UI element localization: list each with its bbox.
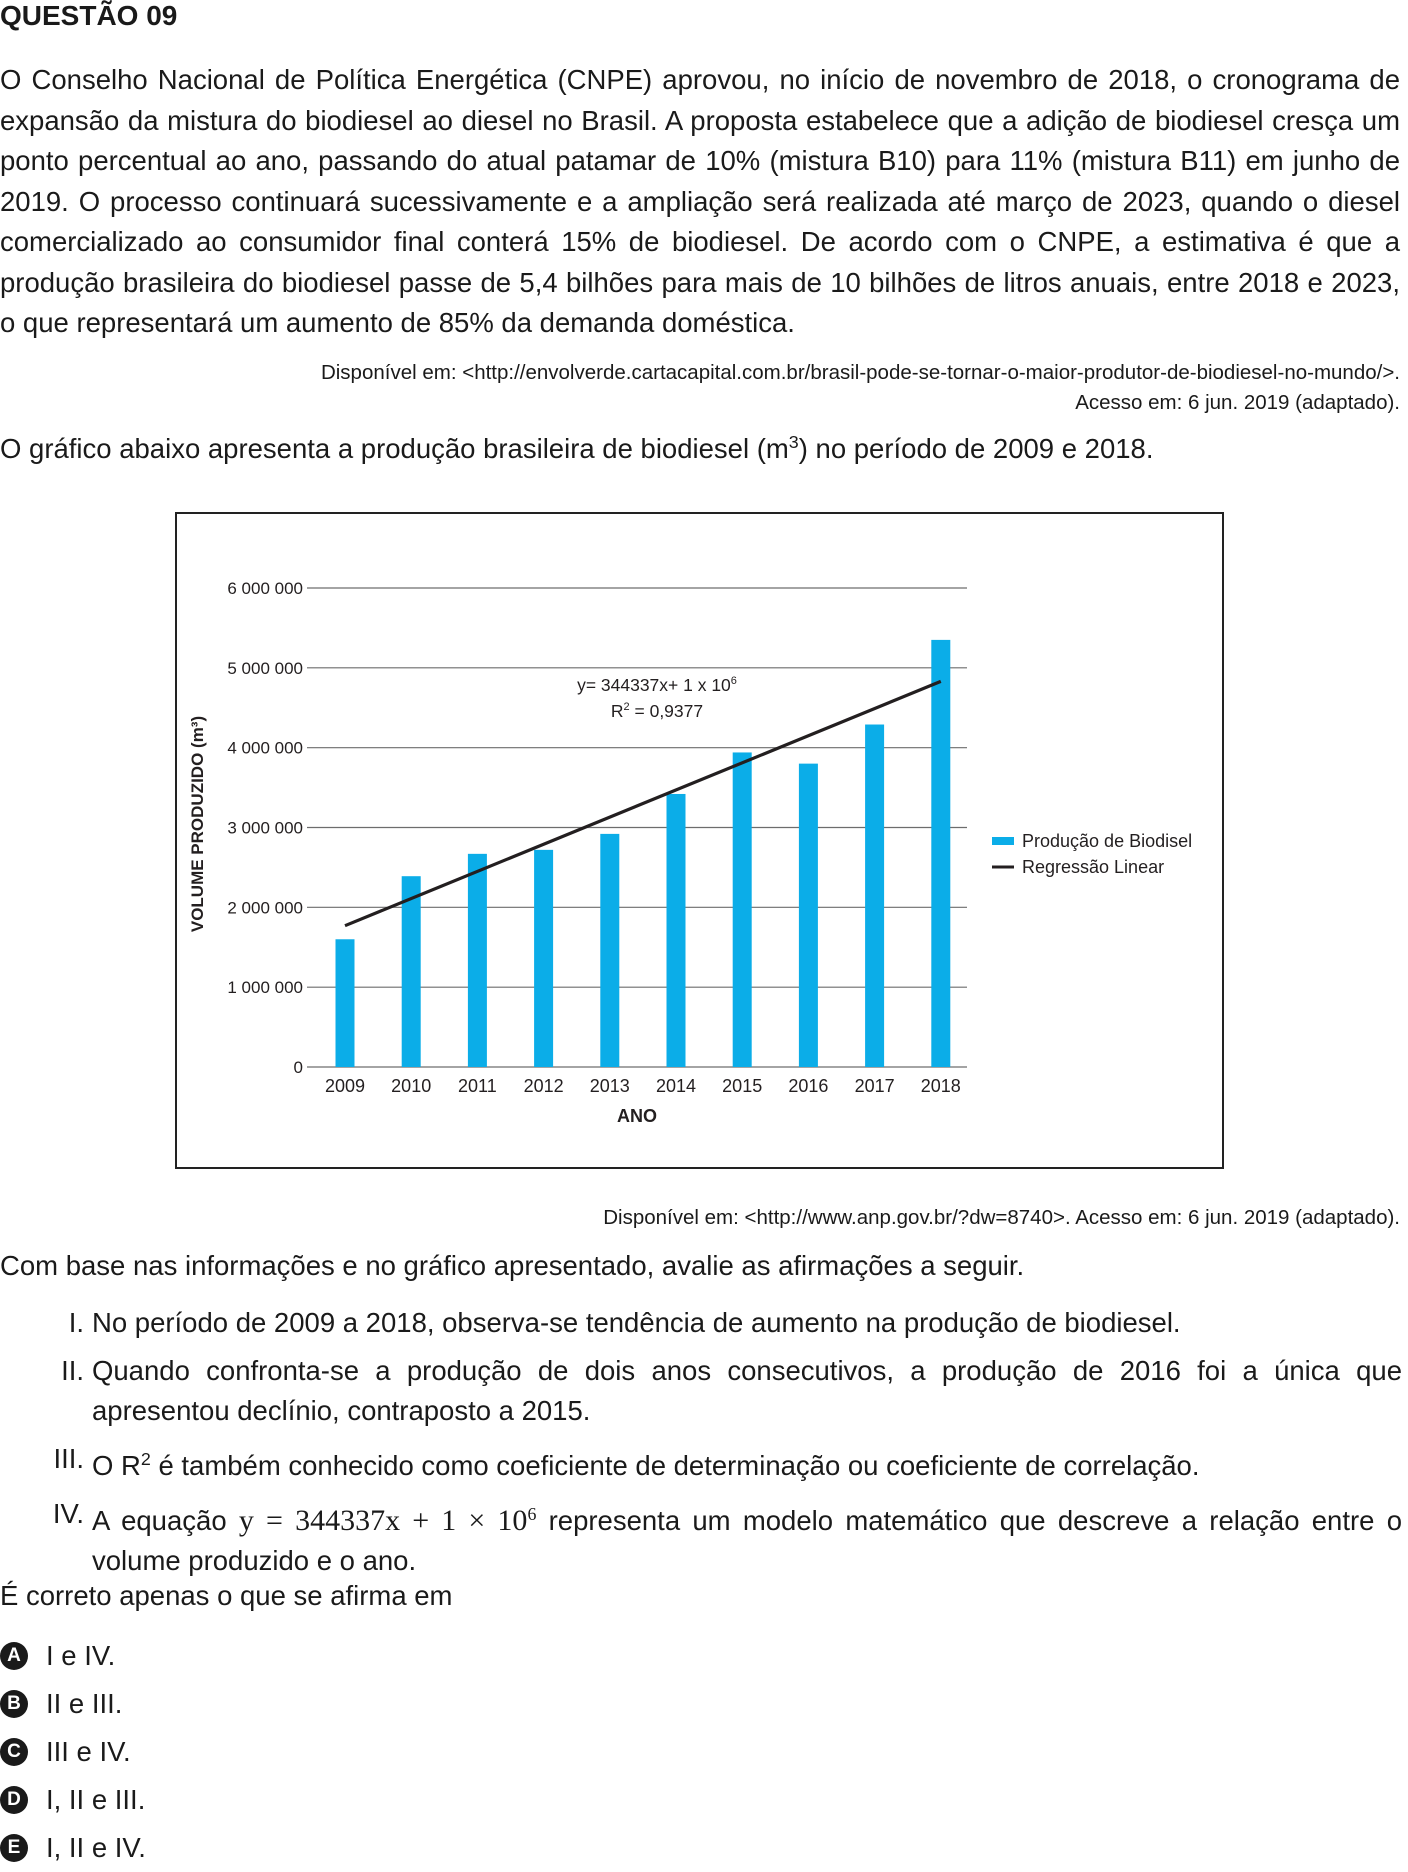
option-text: III e IV. [46, 1736, 131, 1767]
option-letter-badge: E [0, 1834, 28, 1862]
option-a[interactable]: A I e IV. [0, 1632, 146, 1680]
bar-2017 [865, 724, 885, 1067]
x-tick-label: 2018 [921, 1076, 961, 1096]
x-axis-label: ANO [617, 1106, 657, 1126]
option-c[interactable]: C III e IV. [0, 1728, 146, 1776]
statement-equation-superscript: 6 [527, 1504, 537, 1525]
bar-2009 [335, 939, 355, 1067]
statement-3: III. O R2 é também conhecido como coefic… [40, 1439, 1402, 1486]
statement-text-b: representa um modelo matemático que desc… [92, 1505, 1403, 1577]
y-axis-label: VOLUME PRODUZIDO (m³) [188, 716, 207, 932]
statement-equation: y = 344337x + 1 × 10 [238, 1504, 528, 1538]
x-tick-label: 2014 [656, 1076, 696, 1096]
x-tick-label: 2016 [788, 1076, 828, 1096]
x-tick-label: 2012 [524, 1076, 564, 1096]
source-citation-1: Disponível em: <http://envolverde.cartac… [321, 358, 1400, 418]
option-letter-badge: D [0, 1786, 28, 1814]
chart-intro-part-a: O gráfico abaixo apresenta a produção br… [0, 433, 789, 465]
statement-number: IV. [52, 1498, 84, 1530]
chart-intro-superscript: 3 [788, 432, 799, 452]
bar-2014 [666, 793, 686, 1067]
statement-text-a: O R [92, 1450, 141, 1482]
statement-2: II. Quando confronta-se a produção de do… [40, 1351, 1402, 1431]
r-squared-label: R2 = 0,9377 [611, 701, 703, 721]
bar-2015 [732, 752, 752, 1067]
y-tick-label: 0 [294, 1058, 303, 1077]
y-tick-label: 2 000 000 [227, 898, 303, 917]
statement-number: I. [68, 1307, 84, 1338]
regression-line [344, 679, 942, 928]
intro-paragraph: O Conselho Nacional de Política Energéti… [0, 64, 1400, 338]
y-tick-label: 5 000 000 [227, 659, 303, 678]
y-tick-label: 1 000 000 [227, 978, 303, 997]
statement-superscript: 2 [140, 1449, 151, 1469]
bar-2013 [600, 833, 620, 1067]
bar-2018 [931, 639, 951, 1067]
statements-list: I. No período de 2009 a 2018, observa-se… [40, 1303, 1402, 1589]
option-e[interactable]: E I, II e IV. [0, 1824, 146, 1872]
option-text: II e III. [46, 1688, 123, 1719]
x-tick-label: 2011 [458, 1076, 497, 1096]
x-tick-label: 2010 [391, 1076, 431, 1096]
legend-swatch-bar [992, 837, 1014, 845]
statement-number: III. [53, 1443, 84, 1474]
x-tick-label: 2013 [590, 1076, 630, 1096]
bar-2010 [401, 876, 421, 1067]
answer-options: A I e IV. B II e III. C III e IV. D I, I… [0, 1632, 146, 1872]
regression-equation: y= 344337x+ 1 x 106 [577, 675, 737, 695]
option-b[interactable]: B II e III. [0, 1680, 146, 1728]
bar-2016 [798, 763, 818, 1067]
statement-4: IV. A equação y = 344337x + 1 × 106 repr… [40, 1494, 1402, 1581]
y-tick-label: 6 000 000 [227, 579, 303, 598]
option-letter-badge: B [0, 1690, 28, 1718]
statement-text: Quando confronta-se a produção de dois a… [92, 1355, 1402, 1426]
statement-number: II. [61, 1355, 84, 1386]
chart-frame: 0 1 000 000 2 000 000 3 000 000 4 000 000 5 0… [175, 512, 1224, 1169]
option-text: I, II e III. [46, 1784, 146, 1815]
legend-label-bar: Produção de Biodisel [1022, 831, 1192, 851]
y-tick-label: 3 000 000 [227, 819, 303, 838]
chart-intro-part-b: ) no período de 2009 e 2018. [798, 433, 1154, 465]
x-tick-label: 2017 [855, 1076, 895, 1096]
statement-text: No período de 2009 a 2018, observa-se te… [92, 1307, 1181, 1338]
source-citation-1-line1: Disponível em: <http://envolverde.cartac… [320, 361, 1400, 384]
statement-text-a: A equação [92, 1505, 239, 1537]
chart-intro: O gráfico abaixo apresenta a produção br… [0, 432, 1153, 465]
source-citation-1-line2: Acesso em: 6 jun. 2019 (adaptado). [1075, 391, 1400, 414]
question-title: QUESTÃO 09 [0, 0, 178, 31]
option-letter-badge: C [0, 1738, 28, 1766]
option-d[interactable]: D I, II e III. [0, 1776, 146, 1824]
source-citation-2: Disponível em: <http://www.anp.gov.br/?d… [603, 1206, 1400, 1229]
statements-prompt: Com base nas informações e no gráfico ap… [0, 1250, 1025, 1281]
x-tick-label: 2009 [325, 1076, 365, 1096]
option-text: I e IV. [46, 1640, 116, 1671]
biodiesel-chart: 0 1 000 000 2 000 000 3 000 000 4 000 000 5 0… [188, 579, 1192, 1126]
legend-label-line: Regressão Linear [1022, 857, 1164, 877]
bar-2012 [534, 849, 554, 1067]
statement-1: I. No período de 2009 a 2018, observa-se… [40, 1303, 1402, 1343]
x-tick-label: 2015 [722, 1076, 762, 1096]
bar-2011 [467, 853, 487, 1067]
y-tick-label: 4 000 000 [227, 739, 303, 758]
question-ask: É correto apenas o que se afirma em [0, 1580, 453, 1611]
option-letter-badge: A [0, 1642, 28, 1670]
option-text: I, II e IV. [46, 1832, 146, 1863]
statement-text-b: é também conhecido como coeficiente de d… [150, 1450, 1200, 1482]
